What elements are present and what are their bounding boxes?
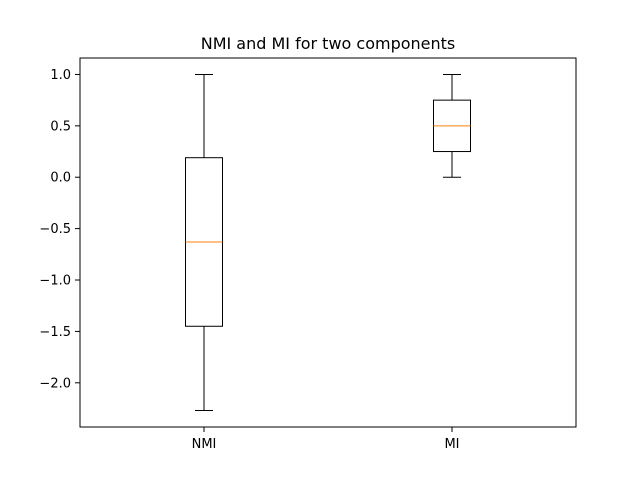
plot-area [79,57,577,428]
x-axis: NMI MI [192,427,460,452]
y-axis: 1.0 0.5 0.0 −0.5 −1.0 −1.5 −2.0 [39,68,80,391]
y-tick-label: −1.0 [39,274,71,289]
boxes-group [185,73,471,412]
y-tick-label: −0.5 [39,222,71,237]
y-tick-label: 1.0 [50,68,71,83]
y-tick-label: 0.0 [50,171,71,186]
box-nmi [185,73,223,412]
x-tick-label: NMI [192,437,217,452]
y-tick-label: 0.5 [50,119,71,134]
y-tick-label: −1.5 [39,325,71,340]
x-tick-label: MI [444,437,459,452]
y-tick-label: −2.0 [39,376,71,391]
box-mi [433,73,471,178]
chart-title: NMI and MI for two components [201,34,456,53]
